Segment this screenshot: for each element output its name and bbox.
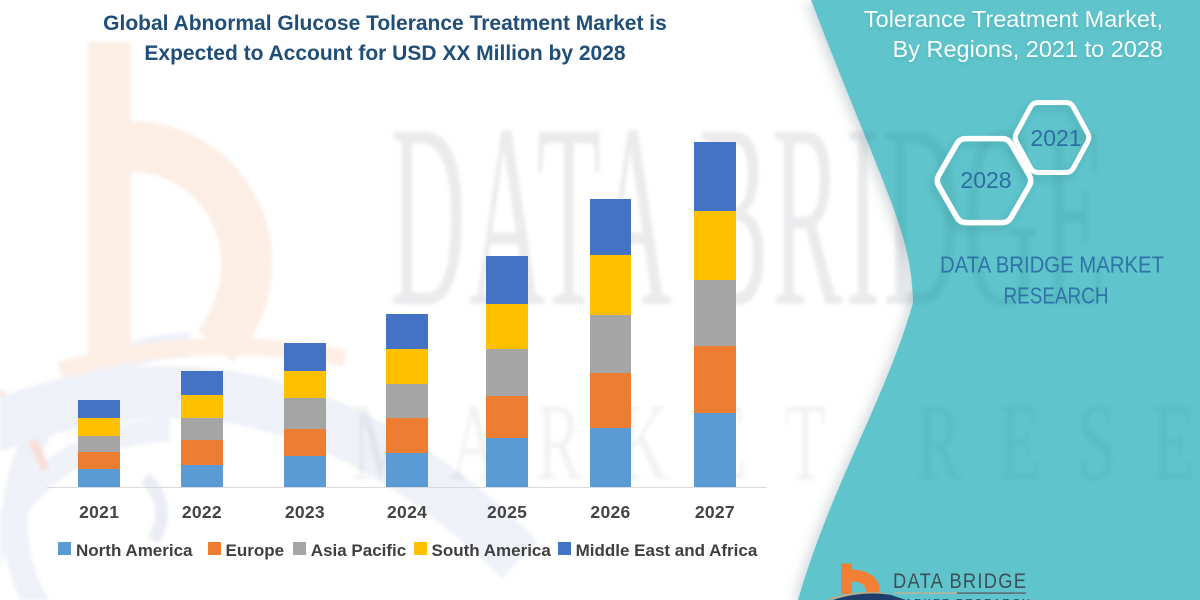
svg-text:2028: 2028 xyxy=(960,167,1011,193)
svg-text:DATA BRIDGE MARKET: DATA BRIDGE MARKET xyxy=(940,252,1164,278)
svg-text:RESEARCH: RESEARCH xyxy=(1004,283,1109,309)
svg-text:2021: 2021 xyxy=(1030,125,1081,151)
